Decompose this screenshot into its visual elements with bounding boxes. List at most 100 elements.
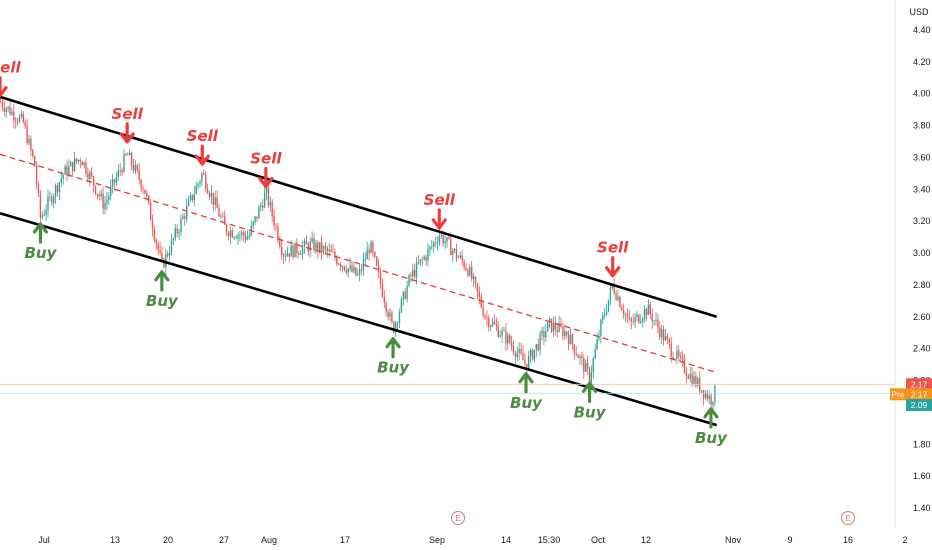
y-tick-label: 3.20 (913, 216, 931, 226)
candle-body (309, 241, 311, 252)
candle-body (336, 258, 338, 265)
candle-body (590, 372, 593, 383)
candle-body (406, 285, 408, 299)
x-tick-label: 2 (902, 535, 907, 545)
candle-body (1, 102, 4, 108)
y-tick-label: 3.00 (913, 248, 931, 258)
y-tick-label: 2.60 (913, 312, 931, 322)
candle-body (512, 345, 515, 353)
candle-body (315, 242, 317, 251)
candle-body (248, 234, 251, 238)
candle-body (545, 331, 547, 338)
sell-signal-label: Sell (187, 127, 219, 145)
buy-arrow-icon (581, 381, 598, 403)
candle-body (529, 349, 532, 357)
candle-body (68, 166, 70, 176)
buy-arrow-icon (518, 372, 534, 394)
y-tick-label: 3.80 (913, 121, 931, 131)
channel-lower-line[interactable] (0, 211, 718, 427)
candle-body (609, 288, 612, 300)
candle-body (501, 330, 503, 336)
candle-body (195, 185, 197, 194)
candle-body (53, 196, 55, 203)
x-tick-label: Oct (591, 535, 606, 545)
sell-arrow-icon (0, 76, 8, 98)
candle-body (461, 255, 463, 262)
candle-body (51, 196, 53, 203)
sell-arrow-icon (431, 208, 447, 230)
candle-body (174, 228, 176, 239)
channel-upper-line[interactable] (0, 95, 718, 319)
candle-body (66, 166, 68, 176)
candle-body (319, 242, 321, 252)
candle-body (404, 291, 406, 299)
candle-body (526, 363, 528, 370)
x-tick-label: Jul (38, 535, 50, 545)
candle-body (402, 291, 404, 299)
candle-body (35, 166, 38, 185)
candle-body (385, 302, 387, 312)
candle-body (594, 349, 596, 359)
candle-body (243, 232, 245, 236)
candle-body (43, 214, 45, 216)
candle-body (83, 162, 85, 166)
x-tick-label: 27 (219, 535, 229, 545)
buy-arrow-icon (385, 337, 401, 359)
candle-body (73, 158, 76, 172)
candle-body (704, 392, 707, 398)
earnings-marker[interactable] (451, 511, 465, 525)
candle-body (256, 216, 258, 219)
candle-body (298, 253, 300, 255)
candle-body (16, 121, 19, 123)
candle-body (161, 252, 163, 260)
candle-body (491, 321, 494, 326)
candle-body (619, 296, 621, 308)
channel-middle-dashed-line[interactable] (0, 153, 717, 374)
candle-body (326, 248, 328, 252)
candle-body (472, 276, 475, 280)
candle-body (11, 111, 13, 115)
candle-body (423, 256, 425, 260)
sell-arrow-icon (605, 256, 621, 278)
candle-body (368, 249, 370, 254)
candle-body (292, 245, 294, 258)
candle-body (45, 210, 47, 215)
candle-body (260, 205, 262, 208)
candle-body (425, 256, 427, 261)
price-axis: USD 4.40 4.20 4.00 3.80 3.60 3.40 3.20 3.00 2.80 2… (894, 0, 931, 528)
candle-body (588, 368, 591, 383)
y-tick-label: 2.80 (913, 280, 931, 290)
candle-body (393, 321, 395, 333)
candle-body (452, 250, 454, 255)
candle-body (77, 159, 80, 162)
candle-body (429, 246, 431, 250)
candle-body (102, 193, 104, 209)
candle-body (391, 312, 393, 322)
candle-body (419, 259, 422, 264)
candle-body (332, 251, 334, 253)
candle-body (34, 156, 36, 167)
candle-body (136, 165, 138, 171)
candle-body (117, 170, 119, 178)
x-tick-label: 20 (163, 535, 173, 545)
candle-body (554, 322, 556, 330)
signals-layer: Sell Buy Sell Buy Sell Sell Buy Sell Buy Buy Sell B… (0, 59, 728, 447)
candle-body (666, 336, 669, 340)
candle-body (351, 265, 353, 272)
candle-body (562, 326, 564, 337)
candle-body (72, 162, 74, 172)
candle-body (604, 314, 606, 316)
y-tick-label: 4.40 (913, 25, 931, 35)
candle-body (54, 185, 57, 197)
candle-body (571, 334, 574, 345)
candle-body (414, 269, 416, 277)
earnings-marker[interactable] (841, 511, 855, 525)
candle-body (702, 390, 705, 398)
candle-body (381, 284, 384, 297)
candle-body (239, 234, 241, 236)
candle-body (459, 255, 461, 258)
candle-body (176, 228, 178, 234)
candle-body (607, 299, 610, 312)
candle-body (130, 152, 133, 165)
candle-body (642, 318, 644, 322)
